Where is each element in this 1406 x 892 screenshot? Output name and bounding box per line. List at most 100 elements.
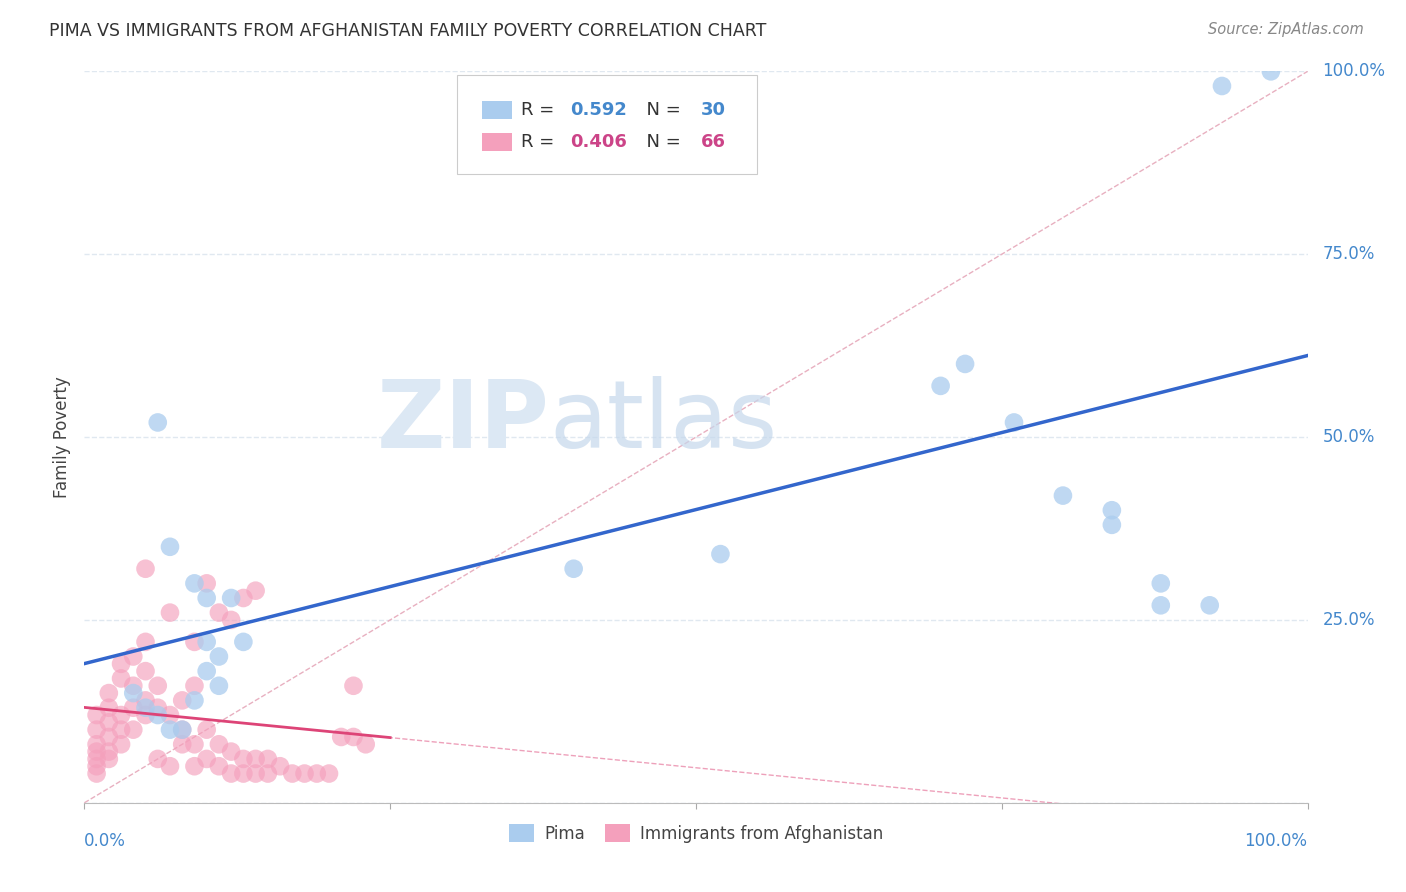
Point (122, 686, 145, 700)
Point (110, 708, 132, 723)
Y-axis label: Family Poverty: Family Poverty (53, 376, 72, 498)
Point (122, 723, 145, 737)
Point (232, 635, 254, 649)
Point (110, 672, 132, 686)
Text: R =: R = (522, 133, 560, 152)
Point (146, 700, 169, 714)
Point (97, 700, 120, 714)
Point (1260, 64, 1282, 78)
Text: 100.0%: 100.0% (1244, 832, 1308, 850)
Point (97, 686, 120, 700)
Point (122, 679, 145, 693)
Point (685, 94, 707, 108)
Point (183, 635, 205, 649)
Point (97, 730, 120, 744)
Point (219, 745, 242, 759)
Point (305, 766, 328, 780)
Point (159, 606, 181, 620)
Point (929, 379, 952, 393)
Point (232, 766, 254, 780)
Point (135, 700, 157, 714)
Point (146, 708, 169, 723)
Point (257, 752, 280, 766)
Point (135, 562, 157, 576)
Point (159, 708, 181, 723)
Point (110, 723, 132, 737)
Point (97, 752, 120, 766)
Point (232, 591, 254, 605)
Point (146, 752, 169, 766)
Text: Source: ZipAtlas.com: Source: ZipAtlas.com (1208, 22, 1364, 37)
Text: 50.0%: 50.0% (1322, 428, 1375, 446)
FancyBboxPatch shape (457, 75, 758, 174)
Point (1052, 489, 1074, 503)
Point (208, 649, 231, 664)
Point (135, 635, 157, 649)
Text: N =: N = (636, 101, 686, 120)
Point (172, 723, 194, 737)
Point (562, 562, 585, 576)
Point (183, 679, 205, 693)
Point (219, 591, 242, 605)
Point (86, 766, 108, 780)
FancyBboxPatch shape (482, 101, 513, 120)
Point (86, 759, 108, 773)
Text: ZIP: ZIP (377, 376, 550, 468)
Point (208, 759, 231, 773)
Point (172, 693, 194, 707)
Point (953, 357, 976, 371)
Point (269, 759, 291, 773)
Point (208, 606, 231, 620)
Point (342, 679, 364, 693)
Point (183, 737, 205, 751)
Text: 100.0%: 100.0% (1322, 62, 1385, 80)
Point (318, 766, 340, 780)
Point (183, 576, 205, 591)
Point (86, 745, 108, 759)
Point (195, 635, 218, 649)
Text: atlas: atlas (550, 376, 778, 468)
Point (135, 664, 157, 678)
Legend: Pima, Immigrants from Afghanistan: Pima, Immigrants from Afghanistan (502, 818, 890, 849)
Text: 75.0%: 75.0% (1322, 245, 1375, 263)
Point (245, 752, 267, 766)
Point (1002, 416, 1025, 430)
Point (97, 745, 120, 759)
Point (195, 591, 218, 605)
Point (208, 737, 231, 751)
Point (146, 679, 169, 693)
Text: R =: R = (522, 101, 560, 120)
Point (159, 759, 181, 773)
Point (86, 723, 108, 737)
Point (219, 766, 242, 780)
Point (183, 759, 205, 773)
FancyBboxPatch shape (482, 133, 513, 152)
Point (97, 715, 120, 730)
Point (208, 679, 231, 693)
Point (294, 766, 316, 780)
Text: 66: 66 (700, 133, 725, 152)
Point (232, 752, 254, 766)
Point (172, 723, 194, 737)
Point (122, 649, 145, 664)
Point (135, 708, 157, 723)
Point (1211, 78, 1233, 93)
Point (195, 752, 218, 766)
Point (159, 540, 181, 554)
Point (257, 766, 280, 780)
Point (86, 752, 108, 766)
Point (219, 613, 242, 627)
Text: 0.592: 0.592 (569, 101, 627, 120)
Point (1198, 599, 1220, 613)
Point (1101, 517, 1123, 532)
Point (195, 723, 218, 737)
Point (159, 723, 181, 737)
Text: PIMA VS IMMIGRANTS FROM AFGHANISTAN FAMILY POVERTY CORRELATION CHART: PIMA VS IMMIGRANTS FROM AFGHANISTAN FAMI… (49, 22, 766, 40)
Point (342, 730, 364, 744)
Point (245, 766, 267, 780)
Point (183, 693, 205, 707)
Point (146, 416, 169, 430)
Point (110, 737, 132, 751)
Point (122, 700, 145, 714)
Point (330, 730, 353, 744)
